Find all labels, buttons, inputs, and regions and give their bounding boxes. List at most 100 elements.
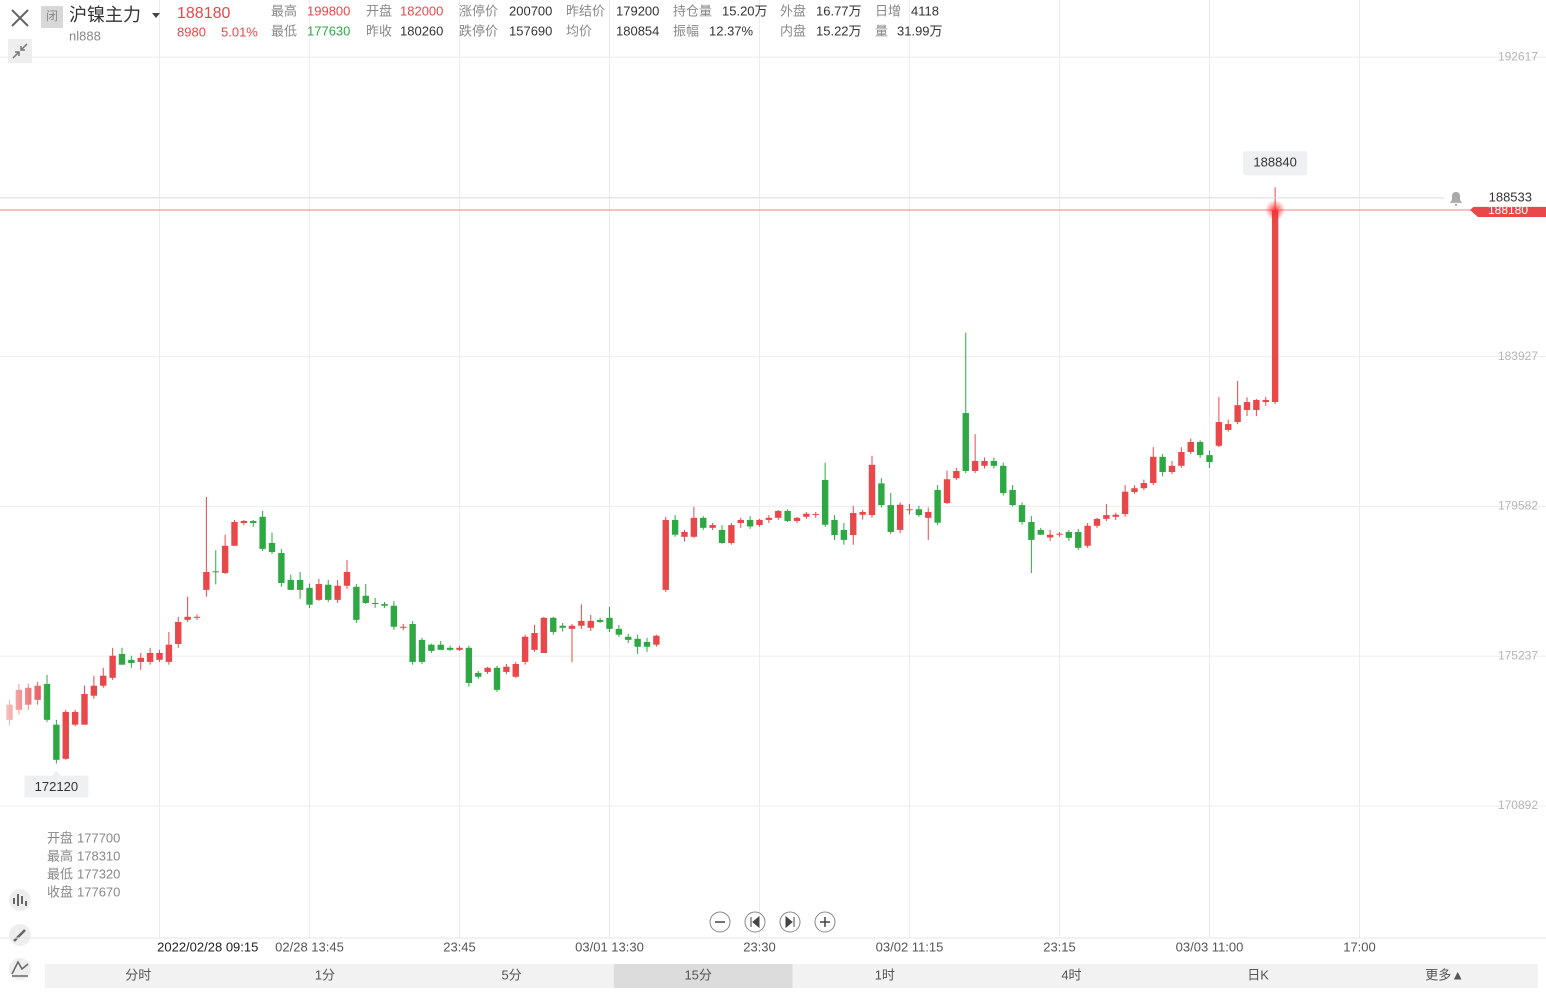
- tab[interactable]: 4时: [1061, 967, 1081, 982]
- close-button[interactable]: [11, 9, 29, 27]
- x-tick-label: 02/28 13:45: [275, 939, 344, 954]
- collapse-button[interactable]: [8, 39, 32, 63]
- candle-body: [62, 711, 69, 759]
- candle-body: [456, 647, 463, 650]
- candle-body: [362, 595, 369, 603]
- instrument-name[interactable]: 沪镍主力: [69, 5, 141, 25]
- candle-body: [803, 513, 810, 517]
- stat-label: 日增: [875, 3, 901, 18]
- candle-body: [943, 479, 951, 504]
- y-tick-label: 183927: [1498, 349, 1538, 363]
- candle-body: [878, 483, 885, 506]
- left-fade: [0, 660, 48, 750]
- tab[interactable]: 15分: [684, 967, 711, 982]
- stat-label: 内盘: [780, 23, 806, 38]
- tabs: 分时 1分 5分 15分 1时 4时 日K 更多▲: [125, 964, 1464, 988]
- candle-body: [606, 617, 613, 629]
- candle-body: [381, 604, 388, 606]
- candle-body: [287, 579, 294, 590]
- last-button[interactable]: [779, 911, 801, 933]
- x-tick-label: 03/03 11:00: [1176, 939, 1244, 954]
- alert-bell[interactable]: [1450, 191, 1462, 206]
- candle-body: [90, 685, 98, 696]
- candle-body: [315, 584, 323, 600]
- trend-tool[interactable]: [9, 958, 31, 980]
- candle-body: [1121, 491, 1129, 515]
- candle-body: [1093, 518, 1101, 526]
- candle-body: [1196, 442, 1204, 456]
- stat-value: 179200: [616, 3, 659, 18]
- candle-body: [868, 464, 876, 516]
- candle-body: [1037, 529, 1044, 535]
- candle-body: [662, 519, 669, 590]
- candle-body: [1056, 533, 1063, 535]
- candle-body: [1131, 488, 1138, 492]
- x-tick-label: 03/02 11:15: [876, 939, 944, 954]
- zoom-in-button[interactable]: [814, 911, 836, 933]
- stat-value: 182000: [400, 3, 443, 18]
- candle-body: [953, 470, 960, 479]
- status-badge: [41, 6, 63, 28]
- ohlc-label: 最高: [47, 848, 73, 863]
- candle-body: [109, 655, 116, 678]
- y-tick-label: 175237: [1498, 648, 1538, 662]
- stat-value: 12.37%: [709, 23, 754, 38]
- first-button[interactable]: [744, 911, 766, 933]
- crosshair-time-box: [147, 939, 268, 958]
- candle-body: [428, 644, 435, 651]
- dropdown-arrow[interactable]: [152, 13, 160, 18]
- tab[interactable]: 分时: [125, 967, 151, 982]
- left-toolbar: [9, 889, 31, 980]
- candle-body: [615, 628, 623, 635]
- ohlc-value: 178310: [77, 848, 120, 863]
- candle-body: [240, 520, 248, 524]
- candle-body: [137, 657, 144, 662]
- last-price-glow: [1265, 200, 1286, 221]
- stats: 最高 199800 开盘 182000 涨停价 200700 昨结价 179200 持仓量 15.…: [271, 3, 943, 38]
- candle-body: [221, 545, 229, 573]
- ohlc-value: 177320: [77, 866, 120, 881]
- candle-body: [962, 413, 969, 471]
- header: 闭 沪镍主力 nl888 188180 8980 5.01% 最高 199800 开…: [8, 3, 943, 63]
- x-tick-label: 17:00: [1343, 939, 1376, 954]
- candle-body: [1084, 525, 1091, 546]
- candle-body: [906, 509, 913, 511]
- candle-body: [531, 632, 538, 650]
- candle-body: [212, 571, 219, 573]
- candle-body: [718, 529, 726, 544]
- zoom-out-button[interactable]: [709, 911, 731, 933]
- candle-body: [437, 644, 444, 650]
- candle-body: [925, 511, 932, 518]
- candle-body: [484, 667, 491, 672]
- stat-value: 16.77万: [816, 3, 862, 18]
- candle-body: [850, 513, 857, 536]
- candle-body: [728, 525, 735, 544]
- stat-value: 200700: [509, 3, 552, 18]
- candle-body: [1103, 515, 1110, 519]
- tab[interactable]: 日K: [1247, 967, 1269, 982]
- candle-body: [981, 460, 988, 466]
- tab[interactable]: 更多▲: [1425, 967, 1464, 982]
- indicator-tool[interactable]: [9, 889, 31, 911]
- candle-body: [1234, 405, 1241, 423]
- y-tick-label: 192617: [1498, 49, 1538, 63]
- candle-body: [821, 479, 829, 525]
- candle-body: [1065, 531, 1073, 538]
- candle-body: [540, 617, 548, 653]
- high-label-box: [1243, 151, 1308, 176]
- x-tick-label: 23:15: [1043, 939, 1076, 954]
- candle-body: [1046, 534, 1054, 538]
- candle-body: [746, 519, 754, 527]
- tab[interactable]: 5分: [501, 967, 521, 982]
- draw-tool[interactable]: [9, 924, 31, 946]
- tab[interactable]: 1时: [875, 967, 895, 982]
- high-label: 188840: [1253, 155, 1296, 170]
- candle-body: [128, 659, 135, 663]
- candle-body: [596, 619, 604, 622]
- candle-body: [793, 517, 801, 521]
- alert-box: [1444, 188, 1546, 207]
- stat-label: 持仓量: [673, 3, 712, 18]
- candle-body: [521, 636, 529, 662]
- candle-body: [1206, 455, 1213, 463]
- tab[interactable]: 1分: [315, 967, 335, 982]
